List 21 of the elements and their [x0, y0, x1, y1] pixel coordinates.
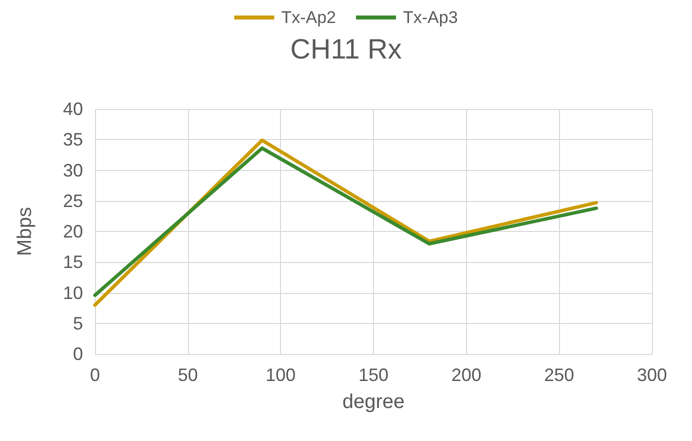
y-tick-label: 25: [62, 190, 83, 211]
y-tick-label: 0: [72, 344, 83, 364]
chart-title: CH11 Rx: [290, 34, 402, 64]
y-axis-title: Mbps: [14, 207, 36, 256]
x-tick-label: 150: [358, 365, 389, 385]
y-tick-label: 35: [62, 130, 83, 150]
x-tick-label: 100: [266, 365, 296, 385]
legend-label: Tx-Ap2: [281, 8, 336, 27]
y-tick-label: 15: [62, 252, 83, 272]
y-tick-label: 30: [62, 160, 83, 180]
y-tick-label: 10: [62, 282, 83, 303]
x-tick-label: 50: [178, 365, 198, 385]
legend-label: Tx-Ap3: [403, 8, 458, 27]
y-tick-label: 5: [72, 313, 83, 334]
x-axis-title: degree: [342, 391, 405, 413]
x-tick-label: 250: [544, 365, 574, 385]
x-tick-label: 300: [636, 365, 668, 385]
y-tick-label: 20: [62, 222, 83, 242]
x-tick-label: 0: [90, 365, 100, 385]
y-tick-label: 40: [62, 99, 83, 119]
x-tick-label: 200: [451, 365, 482, 385]
